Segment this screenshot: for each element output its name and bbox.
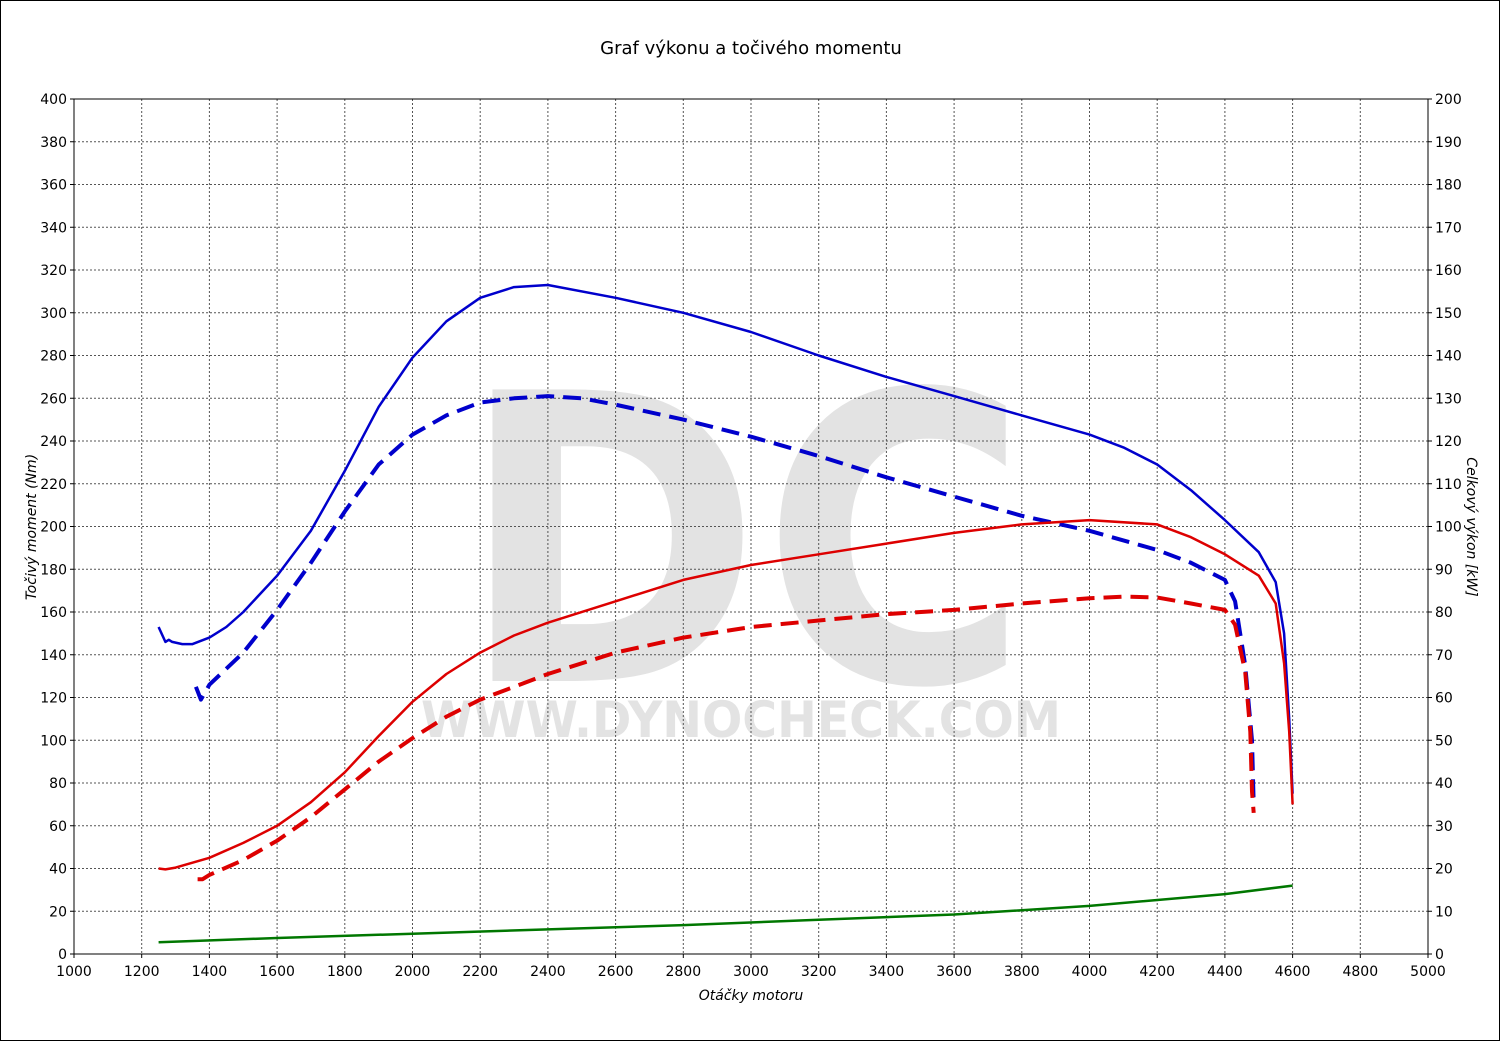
x-tick-label: 1000 xyxy=(56,964,92,980)
x-tick-label: 3600 xyxy=(936,964,972,980)
y-axis-left-title: Točivý moment (Nm) xyxy=(24,454,40,600)
series-line-1 xyxy=(157,283,1294,794)
watermark: DC WWW.DYNOCHECK.COM xyxy=(421,311,1061,776)
x-tick-label: 4600 xyxy=(1275,964,1311,980)
x-tick-label: 4200 xyxy=(1139,964,1175,980)
y-right-tick-label: 70 xyxy=(1435,648,1453,664)
grid xyxy=(74,99,1428,954)
x-tick-label: 2800 xyxy=(665,964,701,980)
y-left-tick-label: 160 xyxy=(40,605,67,621)
y-right-tick-label: 160 xyxy=(1435,263,1462,279)
x-tick-label: 1600 xyxy=(259,964,295,980)
x-tick-label: 2200 xyxy=(462,964,498,980)
y-right-tick-label: 80 xyxy=(1435,605,1453,621)
y-right-tick-label: 190 xyxy=(1435,135,1462,151)
y-right-tick-label: 130 xyxy=(1435,391,1462,407)
y-left-tick-label: 280 xyxy=(40,349,67,365)
x-tick-label: 5000 xyxy=(1410,964,1446,980)
x-tick-label: 4800 xyxy=(1342,964,1378,980)
y-right-tick-label: 90 xyxy=(1435,562,1453,578)
y-right-tick-label: 20 xyxy=(1435,862,1453,878)
y-right-tick-label: 100 xyxy=(1435,520,1462,536)
y-left-tick-label: 60 xyxy=(49,819,67,835)
x-tick-label: 1800 xyxy=(327,964,363,980)
y-right-tick-label: 170 xyxy=(1435,220,1462,236)
y-left-tick-label: 140 xyxy=(40,648,67,664)
y-left-tick-label: 240 xyxy=(40,434,67,450)
y-right-tick-label: 200 xyxy=(1435,92,1462,108)
y-right-tick-label: 10 xyxy=(1435,904,1453,920)
y-right-tick-label: 40 xyxy=(1435,776,1453,792)
ticks: 1000 1200 1400 1600 1800 2000 2200 2400 2600 2800… xyxy=(40,92,1461,980)
series-line-4 xyxy=(197,594,1256,882)
y-left-tick-label: 120 xyxy=(40,691,67,707)
x-tick-label: 4000 xyxy=(1072,964,1108,980)
x-tick-label: 4400 xyxy=(1207,964,1243,980)
y-right-tick-label: 0 xyxy=(1435,947,1444,963)
series-line-3 xyxy=(158,518,1294,871)
y-right-tick-label: 60 xyxy=(1435,691,1453,707)
y-right-tick-label: 140 xyxy=(1435,349,1462,365)
y-left-tick-label: 400 xyxy=(40,92,67,108)
x-tick-label: 3200 xyxy=(801,964,837,980)
y-axis-right-title: Celkový výkon [kW] xyxy=(1463,457,1479,596)
y-left-tick-label: 320 xyxy=(40,263,67,279)
x-tick-label: 2000 xyxy=(395,964,431,980)
series-line-2 xyxy=(194,394,1256,805)
watermark-logo: DC xyxy=(459,311,1029,776)
x-tick-label: 3000 xyxy=(733,964,769,980)
y-left-tick-label: 180 xyxy=(40,562,67,578)
x-axis-title: Otáčky motoru xyxy=(699,988,804,1004)
x-tick-label: 1400 xyxy=(192,964,228,980)
x-tick-label: 2400 xyxy=(530,964,566,980)
y-right-tick-label: 150 xyxy=(1435,306,1462,322)
y-left-tick-label: 20 xyxy=(49,904,67,920)
y-left-tick-label: 300 xyxy=(40,306,67,322)
y-left-tick-label: 40 xyxy=(49,862,67,878)
x-tick-label: 2600 xyxy=(598,964,634,980)
y-right-tick-label: 110 xyxy=(1435,477,1462,493)
y-right-tick-label: 50 xyxy=(1435,733,1453,749)
chart-title: Graf výkonu a točivého momentu xyxy=(600,38,902,59)
y-right-tick-label: 120 xyxy=(1435,434,1462,450)
watermark-url: WWW.DYNOCHECK.COM xyxy=(421,691,1061,749)
y-left-tick-label: 80 xyxy=(49,776,67,792)
y-left-tick-label: 200 xyxy=(40,520,67,536)
series-layer xyxy=(157,283,1294,944)
y-left-tick-label: 380 xyxy=(40,135,67,151)
y-left-tick-label: 220 xyxy=(40,477,67,493)
y-left-tick-label: 100 xyxy=(40,733,67,749)
x-tick-label: 3800 xyxy=(1004,964,1040,980)
y-right-tick-label: 180 xyxy=(1435,178,1462,194)
y-left-tick-label: 360 xyxy=(40,178,67,194)
y-left-tick-label: 0 xyxy=(58,947,67,963)
y-right-tick-label: 30 xyxy=(1435,819,1453,835)
x-tick-label: 1200 xyxy=(124,964,160,980)
series-line-5 xyxy=(158,884,1293,944)
y-left-tick-label: 340 xyxy=(40,220,67,236)
x-tick-label: 3400 xyxy=(869,964,905,980)
y-left-tick-label: 260 xyxy=(40,391,67,407)
